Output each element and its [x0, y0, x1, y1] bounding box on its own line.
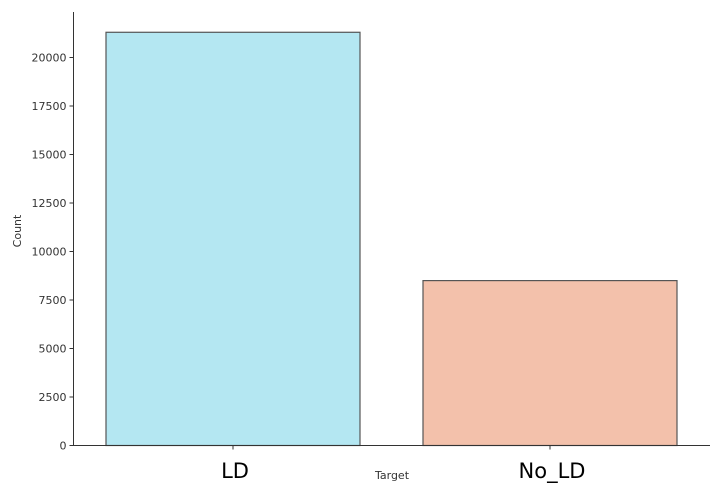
x-tick-label: LD — [221, 459, 249, 483]
y-tick-label: 10000 — [32, 246, 67, 259]
y-tick-label: 5000 — [39, 343, 67, 356]
bar-ld — [105, 31, 361, 447]
y-tick-label: 2500 — [39, 391, 67, 404]
y-tick-label: 17500 — [32, 100, 67, 113]
x-axis-title: Target — [374, 469, 410, 482]
x-axis-ticks: LD No_LD — [221, 445, 586, 484]
y-tick-label: 12500 — [32, 197, 67, 210]
y-tick-label: 15000 — [32, 149, 67, 162]
y-tick-label: 20000 — [32, 52, 67, 65]
bar-no-ld — [422, 280, 678, 447]
y-tick-label: 0 — [60, 440, 67, 453]
x-tick-label: No_LD — [519, 459, 586, 484]
bars-group — [105, 31, 678, 447]
y-axis-title: Count — [11, 214, 24, 247]
y-axis-ticks: 0 2500 5000 7500 10000 12500 15000 17500 20000 — [32, 52, 74, 453]
y-tick-label: 7500 — [39, 294, 67, 307]
